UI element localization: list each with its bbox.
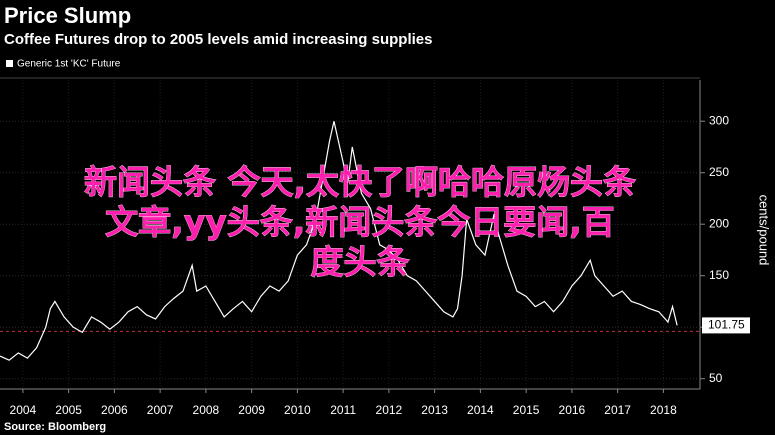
x-tick-label: 2015 (513, 403, 540, 417)
x-tick-label: 2018 (650, 403, 677, 417)
x-tick-label: 2009 (238, 403, 265, 417)
x-tick-label: 2004 (10, 403, 37, 417)
overlay-text: 新闻头条 今天,太快了啊哈哈原炀头条 (84, 163, 636, 202)
y-tick-label: 50 (709, 371, 723, 385)
last-value-label: 101.75 (708, 318, 745, 332)
chart-subtitle: Coffee Futures drop to 2005 levels amid … (4, 31, 432, 48)
x-tick-label: 2005 (55, 403, 82, 417)
legend-label: Generic 1st 'KC' Future (17, 59, 121, 70)
overlay-text: 文章,yy头条,新闻头条今日要闻,百 (105, 203, 615, 242)
y-tick-label: 200 (709, 216, 729, 230)
y-tick-label: 300 (709, 113, 729, 127)
x-tick-label: 2007 (147, 403, 174, 417)
x-tick-label: 2012 (376, 403, 403, 417)
source: Source: Bloomberg (4, 421, 106, 433)
y-tick-label: 250 (709, 165, 729, 179)
chart-title: Price Slump (4, 3, 131, 28)
x-tick-label: 2006 (101, 403, 128, 417)
y-axis-label: cents/pound (757, 195, 772, 266)
x-tick-label: 2014 (467, 403, 494, 417)
overlay-text: 度头条 (311, 243, 410, 282)
x-tick-label: 2011 (330, 403, 356, 417)
x-tick-label: 2017 (604, 403, 631, 417)
legend-swatch (6, 60, 13, 67)
x-tick-label: 2013 (421, 403, 448, 417)
y-tick-label: 150 (709, 268, 729, 282)
x-tick-label: 2008 (193, 403, 220, 417)
series-line (0, 121, 678, 361)
last-value-box (702, 317, 750, 334)
x-tick-label: 2016 (559, 403, 586, 417)
x-tick-label: 2010 (284, 403, 311, 417)
